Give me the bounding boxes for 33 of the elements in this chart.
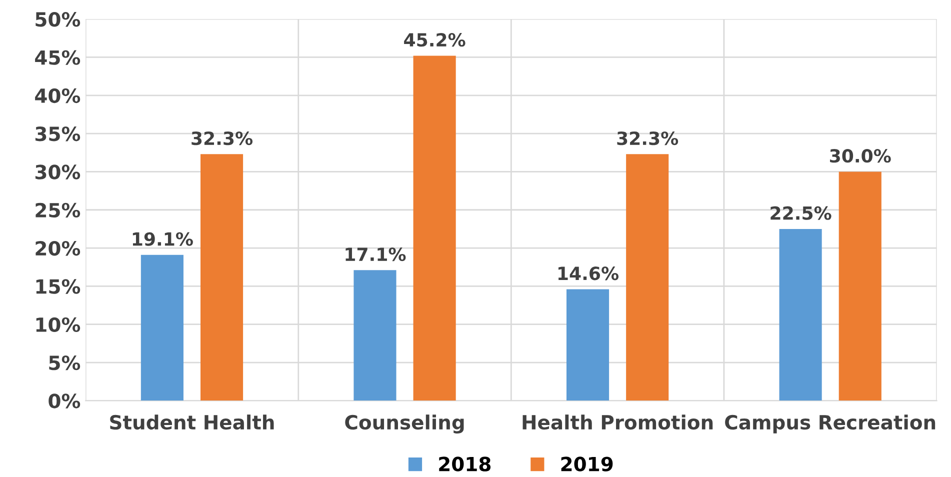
- legend-label: 2019: [561, 456, 613, 472]
- data-label: 45.2%: [404, 33, 466, 47]
- data-label: 14.6%: [558, 266, 619, 280]
- y-tick-label: 50%: [36, 12, 80, 27]
- data-label: 22.5%: [770, 206, 832, 220]
- x-tick-label: Campus Recreation: [725, 414, 936, 434]
- y-tick-label: 45%: [35, 50, 80, 65]
- data-label: 30.0%: [830, 149, 891, 163]
- bar: [140, 254, 184, 401]
- y-tick-label: 15%: [36, 279, 80, 294]
- bar: [779, 228, 822, 401]
- y-tick-label: 30%: [35, 164, 80, 180]
- y-tick-label: 5%: [49, 355, 80, 370]
- bar: [566, 289, 610, 401]
- bar: [354, 270, 396, 401]
- y-tick-label: 20%: [36, 240, 80, 256]
- legend-label: 2018: [439, 456, 491, 472]
- data-label: 32.3%: [192, 131, 253, 146]
- bar: [838, 172, 882, 401]
- y-tick-label: 35%: [35, 126, 80, 142]
- bar: [413, 56, 456, 401]
- y-tick-label: 10%: [36, 317, 80, 332]
- y-tick-label: 25%: [36, 202, 80, 218]
- y-tick-label: 0%: [48, 394, 80, 408]
- x-tick-label: Health Promotion: [522, 414, 713, 430]
- x-tick-label: Student Health: [110, 414, 274, 430]
- bar: [200, 154, 244, 401]
- x-tick-label: Counseling: [345, 414, 464, 434]
- data-label: 17.1%: [346, 247, 406, 262]
- bar: [626, 154, 669, 401]
- data-label: 32.3%: [617, 131, 678, 146]
- data-label: 19.1%: [132, 232, 193, 246]
- y-tick-label: 40%: [35, 88, 80, 104]
